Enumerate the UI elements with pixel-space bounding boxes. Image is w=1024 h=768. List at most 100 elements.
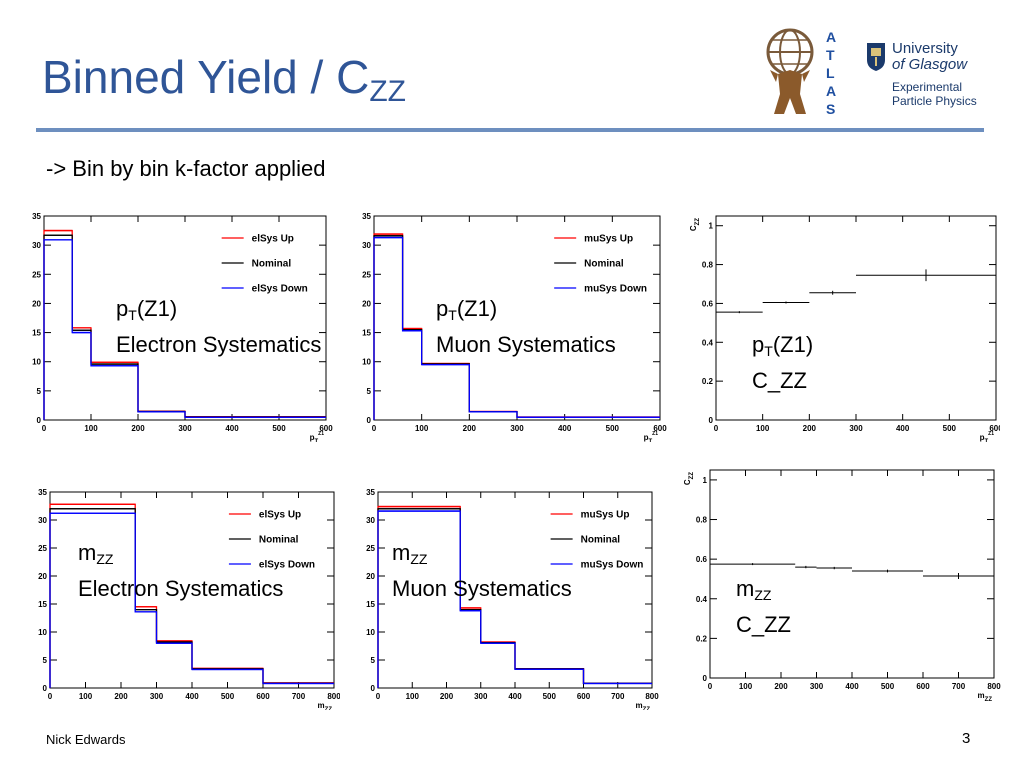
x-tick-label: 200 xyxy=(463,424,477,433)
x-tick-label: 800 xyxy=(645,692,659,701)
chart-pt-czz: 0 100 200 300 400 500 600 0 0.2 0.4 0.6 0.8 1 pTZ1 CZZ xyxy=(689,215,1000,442)
x-tick-label: 300 xyxy=(178,424,192,433)
y-tick-label: 0.6 xyxy=(696,555,708,564)
chart-pt-muon-systematics: 0 100 200 300 400 500 600 0 5 10 15 20 25 30 35 pTZ1 muS… xyxy=(362,212,667,442)
x-tick-label: 0 xyxy=(372,424,377,433)
y-tick-label: 0 xyxy=(703,674,708,683)
x-axis-label: mZZ xyxy=(978,691,993,702)
legend-label: muSys Up xyxy=(584,234,633,245)
x-tick-label: 400 xyxy=(508,692,522,701)
y-tick-label: 20 xyxy=(362,299,371,308)
y-tick-label: 35 xyxy=(38,488,47,497)
y-tick-label: 0 xyxy=(709,416,714,425)
legend-label: muSys Up xyxy=(581,510,630,521)
glasgow-line4: Particle Physics xyxy=(892,94,977,108)
y-tick-label: 20 xyxy=(366,572,375,581)
x-tick-label: 300 xyxy=(474,692,488,701)
slide-title: Binned Yield / CZZ xyxy=(42,50,406,109)
x-tick-label: 400 xyxy=(845,682,859,691)
y-tick-label: 5 xyxy=(43,656,48,665)
x-tick-label: 300 xyxy=(150,692,164,701)
overlay-sub: ZZ xyxy=(410,551,428,567)
y-tick-label: 0 xyxy=(37,416,42,425)
x-tick-label: 700 xyxy=(952,682,966,691)
y-tick-label: 0.2 xyxy=(696,634,708,643)
atlas-letter: L xyxy=(826,65,835,81)
x-tick-label: 500 xyxy=(881,682,895,691)
y-tick-label: 0 xyxy=(367,416,372,425)
y-tick-label: 10 xyxy=(362,358,371,367)
x-tick-label: 200 xyxy=(114,692,128,701)
legend-label: Nominal xyxy=(259,535,299,546)
glasgow-line2: of Glasgow xyxy=(892,56,968,73)
title-divider xyxy=(36,128,984,132)
chart-pt-electron-systematics: 0 100 200 300 400 500 600 0 5 10 15 20 25 30 35 pTZ1 elS… xyxy=(32,212,333,442)
overlay-main: m xyxy=(392,540,411,565)
y-tick-label: 25 xyxy=(38,544,47,553)
slide-title-main: Binned Yield / C xyxy=(42,51,370,103)
overlay-main: p xyxy=(436,296,449,321)
y-tick-label: 15 xyxy=(362,329,371,338)
y-tick-label: 10 xyxy=(38,628,47,637)
x-tick-label: 500 xyxy=(606,424,620,433)
legend-label: Nominal xyxy=(252,259,292,270)
x-tick-label: 800 xyxy=(327,692,340,701)
x-tick-label: 300 xyxy=(810,682,824,691)
x-tick-label: 100 xyxy=(415,424,429,433)
y-tick-label: 30 xyxy=(362,241,371,250)
atlas-letter: A xyxy=(826,29,836,45)
overlay-sub: T xyxy=(764,343,773,359)
overlay-label: pT(Z1) Electron Systematics xyxy=(116,294,321,360)
y-axis-label: CZZ xyxy=(689,218,701,231)
y-tick-label: 0.8 xyxy=(696,516,708,525)
legend-label: elSys Down xyxy=(252,284,308,295)
glasgow-line3: Experimental xyxy=(892,80,963,94)
overlay-line2: Muon Systematics xyxy=(436,332,616,357)
x-axis-label: pTZ1 xyxy=(644,431,659,442)
y-tick-label: 30 xyxy=(366,516,375,525)
y-tick-label: 0 xyxy=(43,684,48,693)
y-tick-label: 35 xyxy=(362,212,371,221)
x-axis-label: pTZ1 xyxy=(980,431,995,442)
y-tick-label: 0.2 xyxy=(702,377,714,386)
x-tick-label: 600 xyxy=(653,424,667,433)
x-tick-label: 500 xyxy=(221,692,235,701)
x-tick-label: 300 xyxy=(849,424,863,433)
overlay-line2: C_ZZ xyxy=(752,368,807,393)
chart-mzz-czz: 0 100 200 300 400 500 600 700 800 0 0.2 0.4 0.6 0.8 1 m… xyxy=(683,469,1001,702)
x-tick-label: 200 xyxy=(131,424,145,433)
x-tick-label: 700 xyxy=(611,692,625,701)
x-tick-label: 700 xyxy=(292,692,306,701)
x-tick-label: 0 xyxy=(708,682,713,691)
x-tick-label: 600 xyxy=(256,692,270,701)
x-tick-label: 200 xyxy=(440,692,454,701)
overlay-rest: (Z1) xyxy=(136,296,178,321)
overlay-main: p xyxy=(116,296,129,321)
y-tick-label: 25 xyxy=(32,270,41,279)
overlay-label: pT(Z1) Muon Systematics xyxy=(436,294,616,360)
y-tick-label: 35 xyxy=(366,488,375,497)
x-tick-label: 200 xyxy=(774,682,788,691)
x-tick-label: 0 xyxy=(376,692,381,701)
atlas-globe-icon xyxy=(766,28,814,76)
overlay-line2: Muon Systematics xyxy=(392,576,572,601)
chart-mzz-muon-systematics: 0 100 200 300 400 500 600 700 800 0 5 10 15 20 25 30 35 m… xyxy=(366,488,659,710)
overlay-main: m xyxy=(736,576,755,601)
x-tick-label: 0 xyxy=(42,424,47,433)
atlas-letter: T xyxy=(826,47,835,63)
atlas-letter: S xyxy=(826,101,835,117)
y-tick-label: 20 xyxy=(32,299,41,308)
glasgow-crest-icon xyxy=(867,43,885,71)
slide-title-sub: ZZ xyxy=(369,75,406,108)
atlas-letter: A xyxy=(826,83,836,99)
legend-label: Nominal xyxy=(584,259,624,270)
x-tick-label: 300 xyxy=(510,424,524,433)
x-tick-label: 400 xyxy=(558,424,572,433)
x-tick-label: 400 xyxy=(185,692,199,701)
y-tick-label: 5 xyxy=(37,387,42,396)
x-tick-label: 600 xyxy=(319,424,333,433)
y-tick-label: 0.8 xyxy=(702,261,714,270)
legend-label: Nominal xyxy=(581,535,621,546)
overlay-line2: Electron Systematics xyxy=(78,576,284,601)
legend-label: elSys Down xyxy=(259,560,315,571)
